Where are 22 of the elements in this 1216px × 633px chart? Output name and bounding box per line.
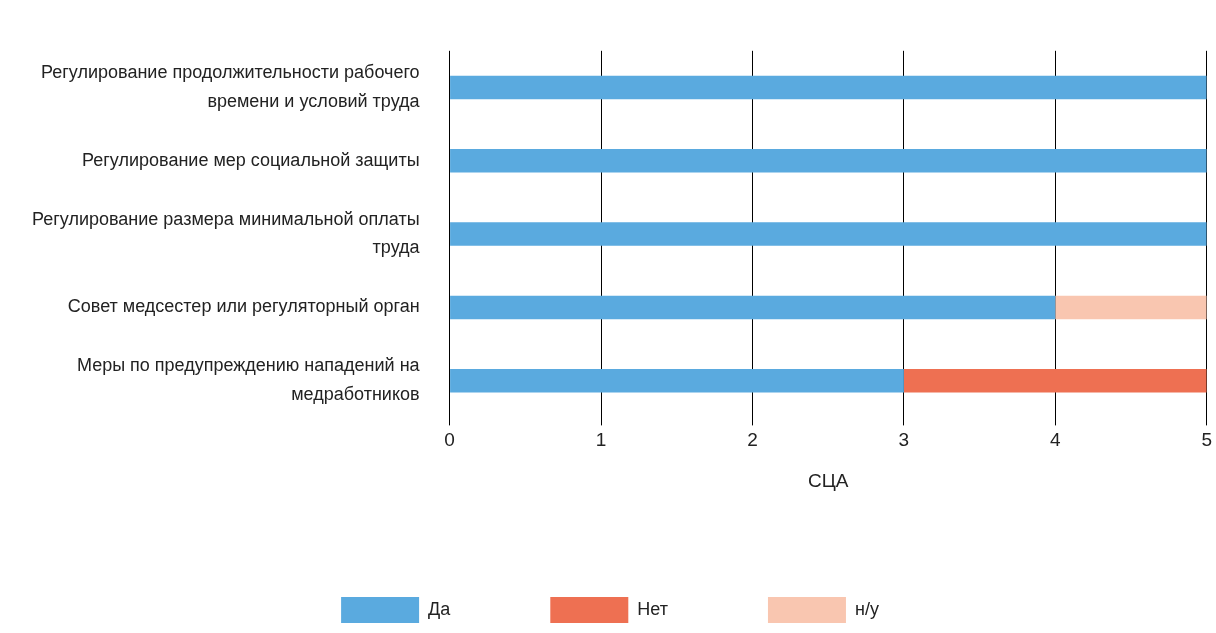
y-tick-label: Регулирование продолжительности рабочего времени и условий труда [41,62,421,111]
bar [450,75,1207,100]
bar [1055,295,1207,320]
y-tick-label: Совет медсестер или регуляторный орган [67,296,420,317]
x-tick-label: 3 [898,429,910,451]
legend-label: Нет [637,598,668,619]
bar [450,222,1207,246]
legend-label: н/у [854,598,879,619]
x-tick-label: 2 [747,429,758,451]
x-axis-title: СЦА [807,469,849,491]
y-tick-label: Регулирование размера минимальной оплаты труда [32,208,421,258]
bar [903,369,1207,393]
x-tick-label: 1 [595,429,607,451]
bar [450,369,904,393]
x-tick-label: 5 [1201,429,1213,451]
bar [450,295,1056,320]
legend-label: Да [428,598,452,619]
y-tick-label: Меры по предупреждению нападений на медработников [76,355,421,405]
y-tick-label: Регулирование мер социальной защиты [82,149,420,170]
x-tick-label: 4 [1050,429,1061,451]
x-tick-label: 0 [444,429,455,451]
bar [450,149,1207,173]
